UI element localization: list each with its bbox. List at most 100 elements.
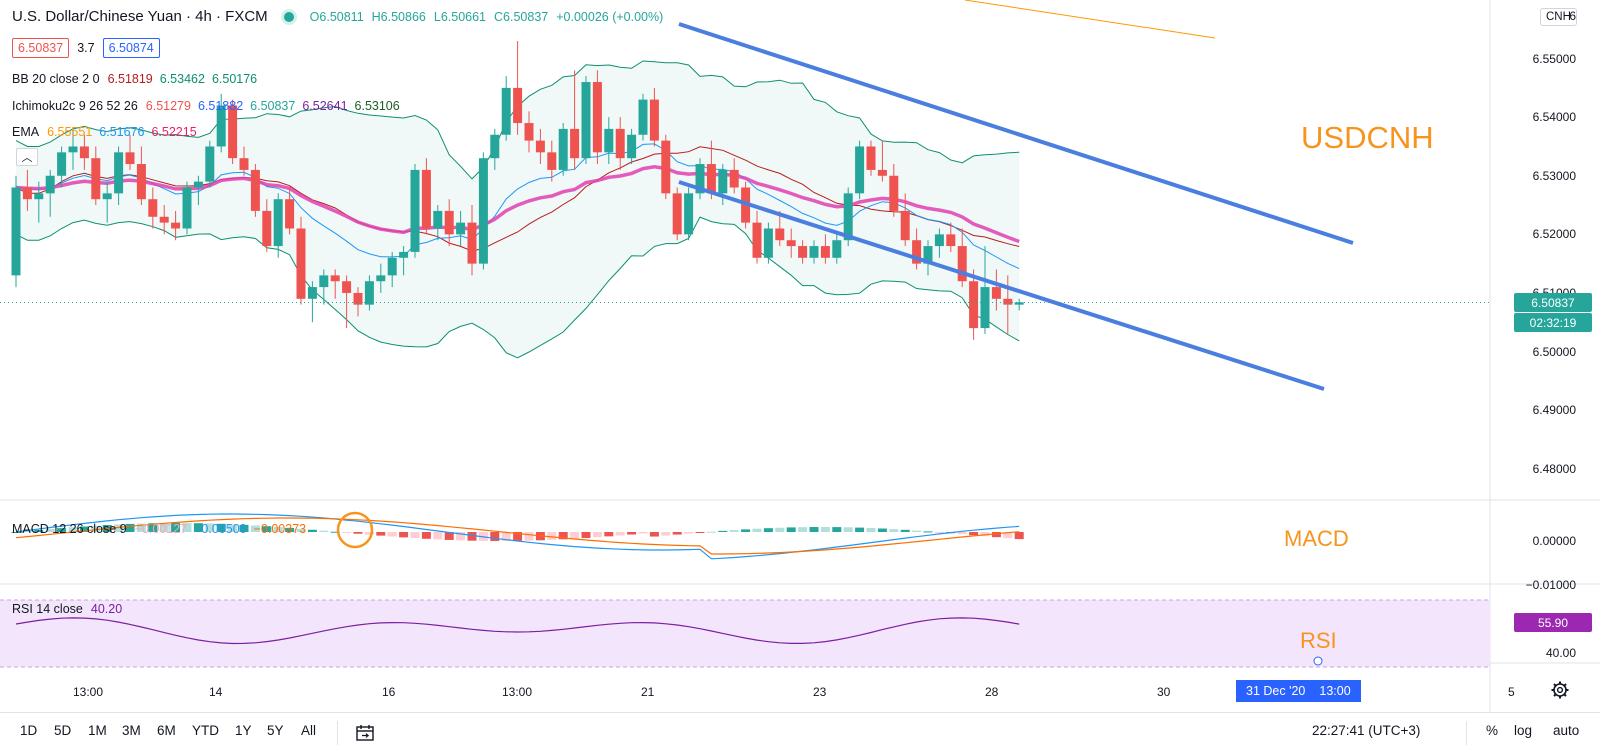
crosshair-time: 13:00 [1319,684,1351,698]
candle-body [68,146,78,153]
toolbar-divider [337,721,338,745]
macd-histogram-bar [547,532,557,540]
candle-body [513,87,523,124]
bb-lower-line [15,216,1020,359]
chart-canvas[interactable] [0,0,1600,712]
candle-body [866,146,876,170]
auto-scale-button[interactable]: auto [1553,723,1580,738]
macd-histogram-bar [706,531,716,533]
candle-body [991,287,1001,299]
macd-histogram-bar [250,525,260,532]
candle-body [558,128,568,170]
range-all-button[interactable]: All [301,723,317,738]
macd-histogram-bar [387,532,397,537]
ichimoku-span-a-value: 6.52641 [302,99,348,113]
macd-histogram-bar [296,528,306,532]
macd-histogram-bar [114,524,124,532]
market-open-icon [283,11,294,22]
ema-value-3: 6.52215 [151,125,197,139]
time-label: 23 [813,685,827,699]
candle-body [695,164,705,194]
macd-histogram-bar [182,523,192,532]
candle-body [729,169,739,188]
gear-icon[interactable] [1550,680,1570,700]
candle-body [969,281,979,329]
candle-body [319,275,329,288]
bb-fill [16,61,1020,358]
macd-histogram-bar [672,532,682,535]
range-1d-button[interactable]: 1D [20,723,38,738]
date-range-icon[interactable] [355,723,375,743]
range-6m-button[interactable]: 6M [157,723,176,738]
sell-button[interactable]: 6.50837 [12,38,70,58]
buy-button[interactable]: 6.50874 [102,38,160,58]
range-1m-button[interactable]: 1M [88,723,107,738]
candle-body [159,216,169,223]
bb-upper-value: 6.53462 [159,72,205,86]
ema-legend[interactable]: EMA 6.55551 6.51676 6.52215 [12,125,200,139]
candle-body [296,228,306,299]
order-buttons: 6.50837 3.7 6.50874 [12,38,160,58]
candle-body [957,246,967,282]
rsi-legend[interactable]: RSI 14 close 40.20 [12,602,125,616]
candle-body [262,210,272,247]
macd-histogram-bar [57,528,67,532]
ema-long-line [964,0,1216,39]
macd-histogram-bar [79,526,89,532]
log-scale-button[interactable]: log [1514,723,1533,738]
candle-body [364,281,374,305]
macd-histogram-bar [855,527,865,532]
price-axis-top-label: 6 [1569,9,1576,23]
macd-histogram-bar [125,523,135,532]
range-5y-button[interactable]: 5Y [267,723,284,738]
ichimoku-legend[interactable]: Ichimoku2c 9 26 52 26 6.51279 6.51882 6.… [12,99,403,113]
currency-badge[interactable]: CNH [1540,8,1577,26]
clock-timezone[interactable]: 22:27:41 (UTC+3) [1312,723,1421,738]
macd-histogram-bar [1014,532,1024,540]
candle-body [786,240,796,247]
macd-annotation[interactable]: MACD [1284,526,1349,551]
candle-body [889,175,899,211]
candle-body [934,234,944,247]
range-5d-button[interactable]: 5D [54,723,72,738]
range-ytd-button[interactable]: YTD [192,723,219,738]
time-label: 28 [985,685,999,699]
candle-body [501,87,511,135]
macd-histogram-bar [307,529,317,532]
macd-histogram-bar [798,527,808,532]
time-label: 13:00 [502,685,533,699]
candle-body [718,169,728,194]
close-value: C6.50837 [494,9,549,24]
macd-legend[interactable]: MACD 12 26 close 9 −0.00127 −0.00500 −0.… [12,522,309,536]
bb-basis-value: 6.51819 [107,72,153,86]
rsi-line [15,617,1020,645]
range-1y-button[interactable]: 1Y [235,723,252,738]
macd-histogram-bar [285,527,295,532]
percent-scale-button[interactable]: % [1486,723,1499,738]
symbol-title[interactable]: U.S. Dollar/Chinese Yuan · 4h · FXCM [12,8,268,25]
macd-histogram-bar [11,532,21,533]
macd-histogram-bar [900,529,910,532]
macd-histogram-bar [330,531,340,533]
bb-legend[interactable]: BB 20 close 2 0 6.51819 6.53462 6.50176 [12,72,260,86]
macd-signal-line [15,517,1020,555]
macd-histogram-bar [353,532,363,534]
rsi-annotation[interactable]: RSI [1300,628,1337,653]
candle-body [855,146,865,194]
candle-body [775,228,785,241]
candle-body [125,152,135,165]
macd-histogram-bar [68,527,78,532]
rsi-value-tag: 55.90 [1514,613,1592,632]
range-3m-button[interactable]: 3M [122,723,141,738]
candle-body [433,210,443,229]
candle-body [672,193,682,235]
macd-histogram-bar [490,532,500,541]
macd-histogram-bar [661,532,671,536]
candle-body [376,275,386,282]
price-axis-label: 6.55000 [1532,51,1576,66]
collapse-legend-button[interactable]: ︿ [16,148,38,166]
low-value: L6.50661 [433,9,487,24]
macd-histogram-bar [820,527,830,532]
macd-histogram-bar [786,527,796,532]
usdcnh-annotation[interactable]: USDCNH [1301,120,1434,155]
